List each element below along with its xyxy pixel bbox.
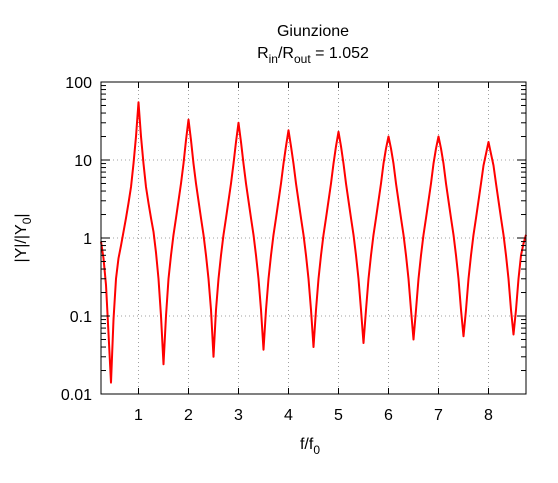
y-tick-label: 0.1 — [70, 309, 92, 326]
x-axis-label: f/f0 — [300, 436, 320, 457]
x-tick-label: 1 — [134, 407, 143, 424]
x-tick-label: 8 — [484, 407, 493, 424]
series-line — [100, 101, 527, 384]
y-axis-ticks: 0.01 0.1 1 10 100 — [61, 75, 526, 404]
y-axis-label: |Y|/|Y0| — [13, 213, 34, 262]
y-tick-label: 10 — [74, 153, 92, 170]
series-curve — [100, 101, 527, 384]
y-tick-label: 100 — [65, 75, 92, 92]
y-tick-label: 1 — [83, 231, 92, 248]
x-tick-label: 3 — [234, 407, 243, 424]
chart-title: Giunzione — [277, 23, 349, 40]
x-tick-label: 4 — [284, 407, 293, 424]
x-axis-ticks: 1 2 3 4 5 6 7 8 — [134, 82, 493, 424]
x-tick-label: 7 — [434, 407, 443, 424]
x-tick-label: 5 — [334, 407, 343, 424]
y-tick-label: 0.01 — [61, 387, 92, 404]
x-tick-label: 6 — [384, 407, 393, 424]
x-tick-label: 2 — [184, 407, 193, 424]
chart-subtitle: Rin/Rout = 1.052 — [257, 45, 369, 66]
